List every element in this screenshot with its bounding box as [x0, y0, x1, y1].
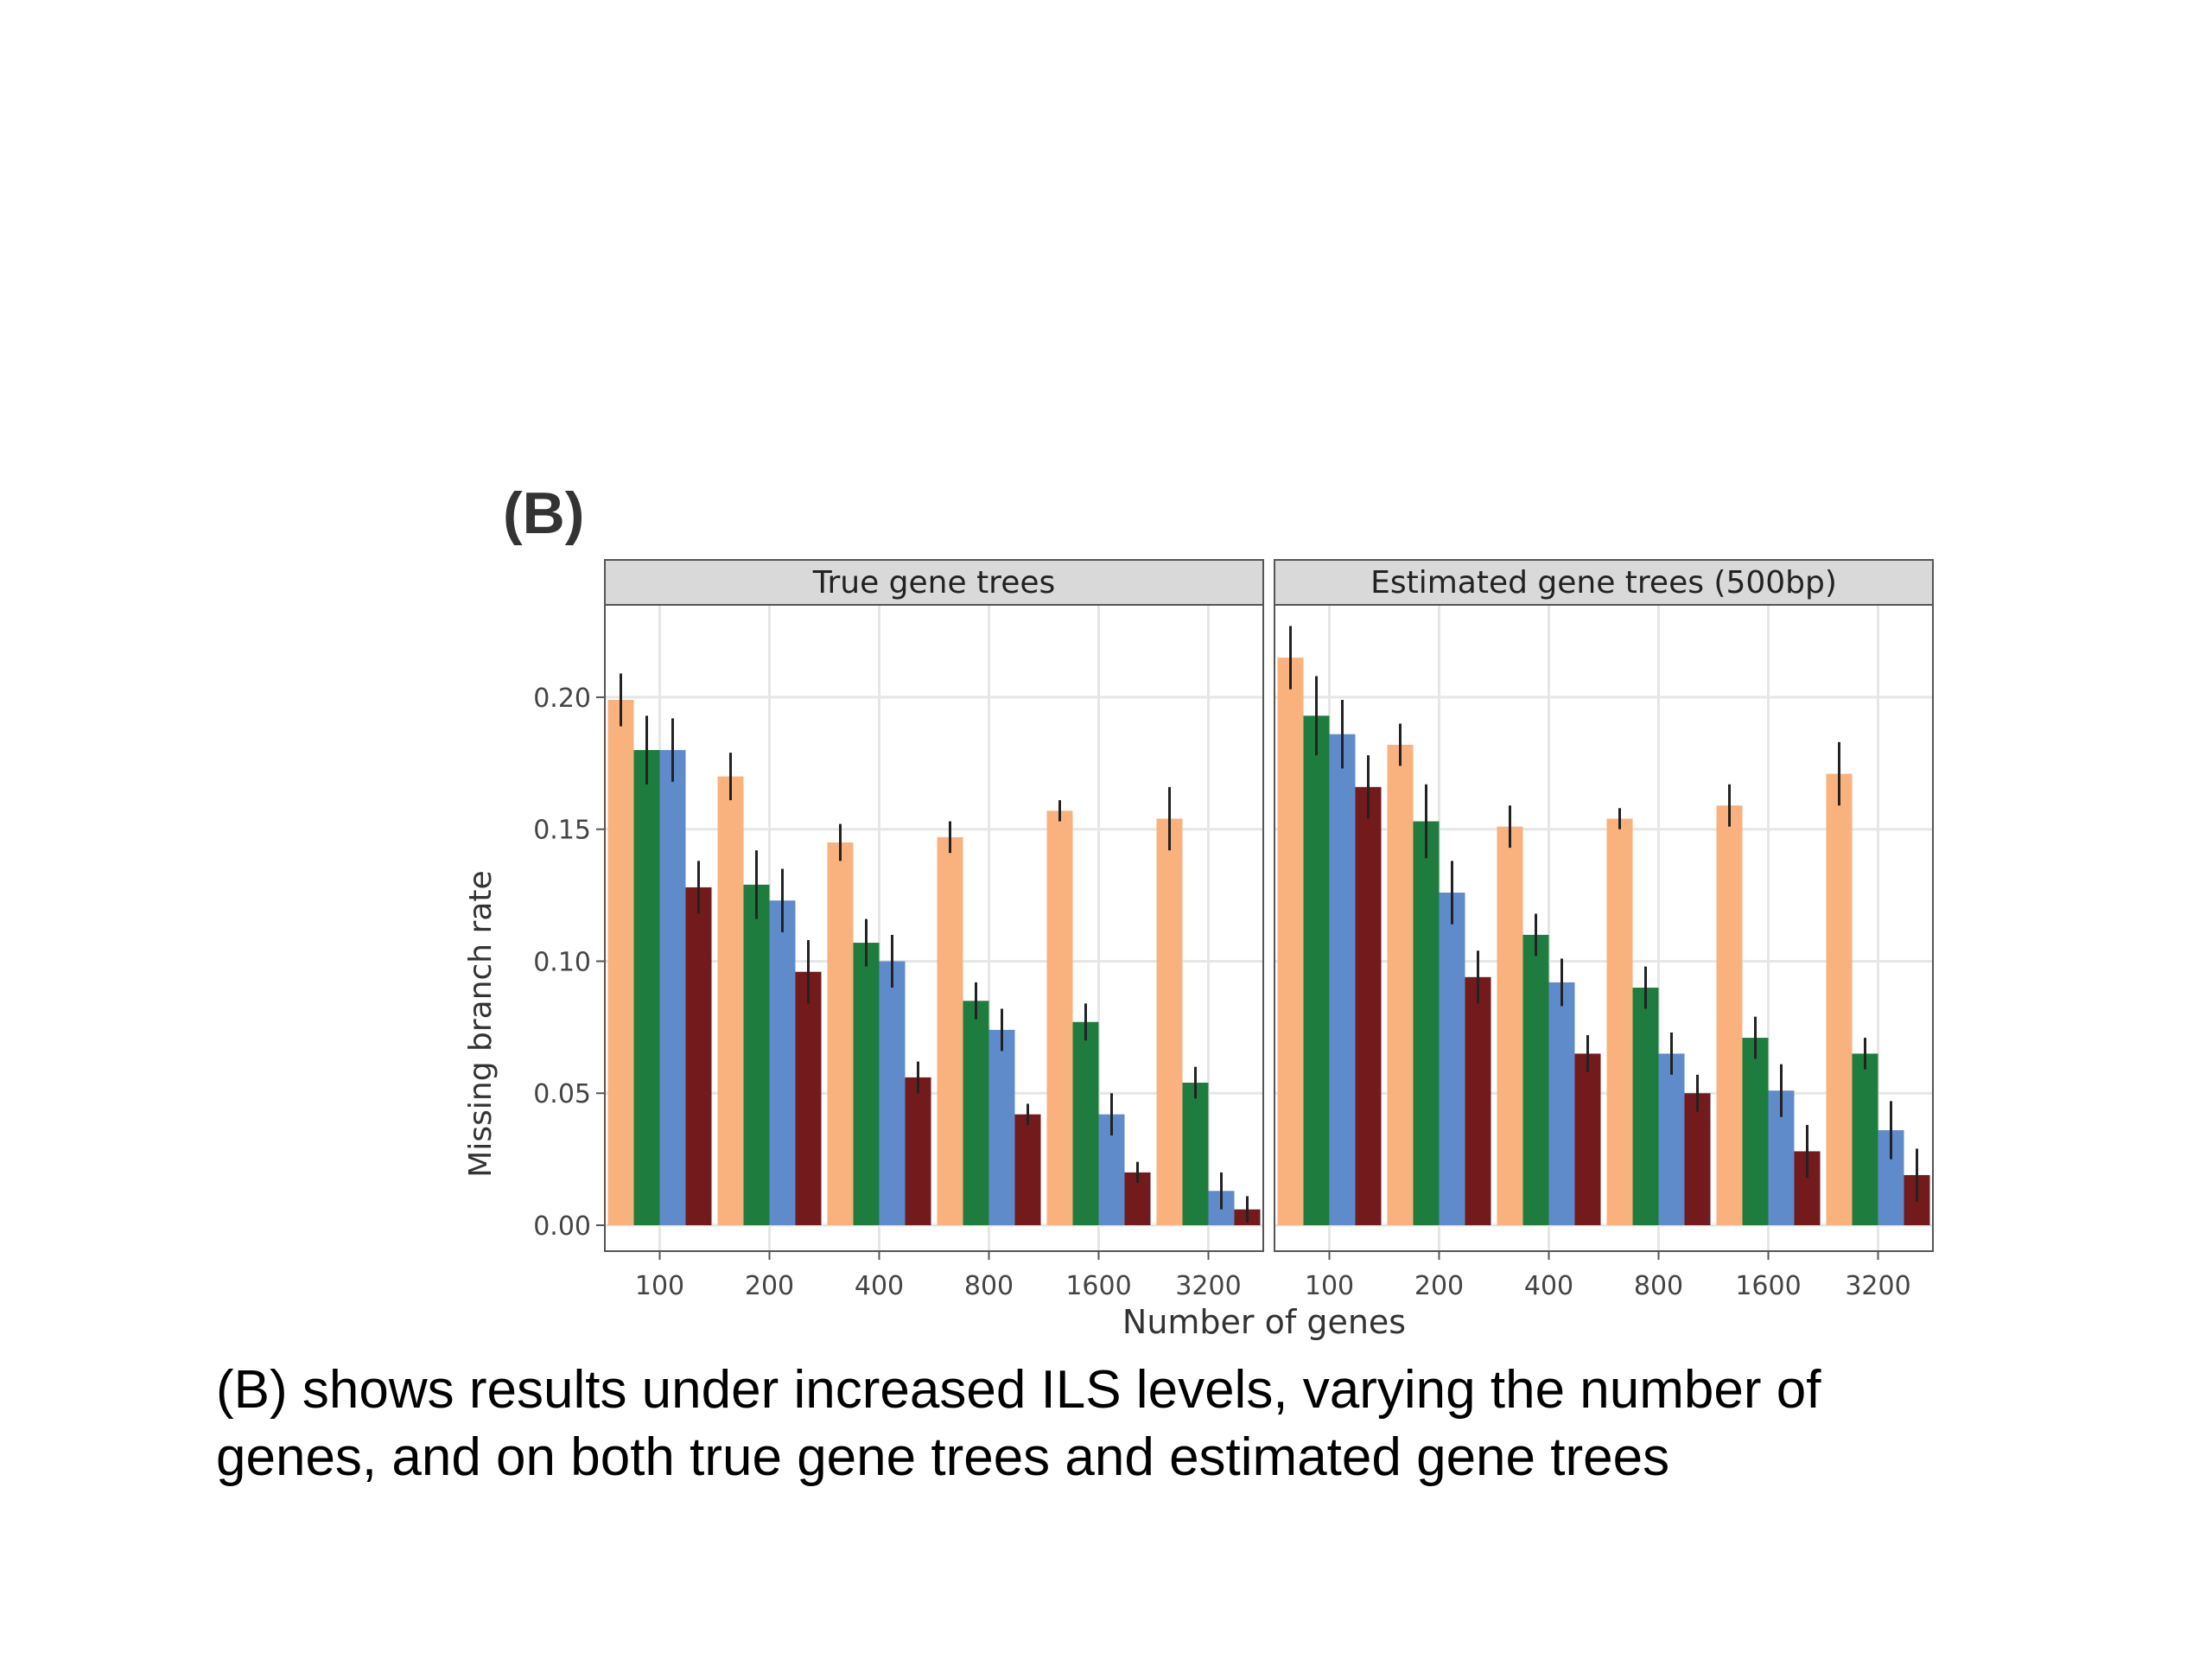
- bar: [1355, 786, 1382, 1225]
- bar: [1303, 715, 1330, 1225]
- bar: [743, 884, 770, 1225]
- bar: [1046, 810, 1073, 1225]
- bar: [879, 961, 906, 1225]
- bar: [1413, 821, 1440, 1225]
- bar: [963, 1001, 989, 1225]
- caption-line-2: genes, and on both true gene trees and e…: [216, 1427, 1670, 1487]
- y-tick-label: 0.05: [533, 1079, 591, 1109]
- y-tick-label: 0.20: [533, 683, 591, 714]
- bar: [853, 943, 880, 1225]
- x-tick-label: 1600: [1735, 1271, 1801, 1301]
- bar: [1852, 1053, 1878, 1225]
- panel-border: [604, 604, 1264, 1252]
- bar: [1182, 1083, 1209, 1225]
- bar: [827, 842, 854, 1225]
- bar: [607, 699, 634, 1225]
- bar: [937, 836, 963, 1225]
- facet-strip: [604, 559, 1264, 606]
- y-tick-label: 0.15: [533, 816, 591, 846]
- facet-title: Estimated gene trees (500bp): [1370, 565, 1837, 601]
- bar: [633, 750, 660, 1225]
- bar: [1387, 744, 1414, 1225]
- x-tick-label: 200: [1414, 1271, 1464, 1301]
- bar: [1632, 988, 1659, 1225]
- figure-caption: (B) shows results under increased ILS le…: [216, 1357, 2031, 1491]
- bar: [1072, 1021, 1099, 1225]
- bar: [795, 971, 822, 1225]
- facet-title: True gene trees: [812, 565, 1056, 601]
- bar: [905, 1077, 931, 1225]
- x-tick-label: 3200: [1175, 1271, 1241, 1301]
- bar: [1742, 1038, 1769, 1225]
- x-axis-title: Number of genes: [1122, 1303, 1406, 1341]
- bar: [1156, 818, 1183, 1225]
- plot-background: [1274, 605, 1933, 1251]
- bar: [1658, 1053, 1685, 1225]
- x-tick-label: 3200: [1845, 1271, 1910, 1301]
- facet-panel-1: True gene trees 100 200 400 800 1600 3200: [604, 559, 1264, 1301]
- bar: [769, 900, 796, 1225]
- x-tick-label: 100: [635, 1271, 684, 1301]
- bar: [1439, 893, 1465, 1225]
- bar: [1497, 826, 1523, 1225]
- bar: [1277, 658, 1304, 1225]
- panel-border: [1274, 604, 1934, 1252]
- bar: [1329, 734, 1356, 1225]
- bar: [1574, 1053, 1601, 1225]
- bar: [1826, 773, 1853, 1225]
- bar: [1606, 818, 1633, 1225]
- y-tick-label: 0.10: [533, 947, 591, 977]
- bar: [1684, 1093, 1711, 1225]
- x-tick-label: 800: [1634, 1271, 1683, 1301]
- plot-background: [605, 605, 1263, 1251]
- bar: [988, 1029, 1015, 1225]
- y-tick-label: 0.00: [533, 1211, 591, 1242]
- facet-panel-2: Estimated gene trees (500bp) 100 200 400 800…: [1274, 559, 1934, 1301]
- x-tick-label: 100: [1305, 1271, 1354, 1301]
- bar: [1014, 1114, 1041, 1225]
- x-tick-label: 400: [1524, 1271, 1573, 1301]
- bar: [1522, 934, 1549, 1225]
- x-tick-label: 800: [964, 1271, 1014, 1301]
- x-tick-label: 1600: [1065, 1271, 1131, 1301]
- y-axis-title: Missing branch rate: [463, 870, 499, 1177]
- bar: [659, 750, 686, 1225]
- bar: [717, 776, 744, 1225]
- x-tick-label: 200: [745, 1271, 794, 1301]
- bar: [685, 887, 712, 1225]
- facet-strip: [1274, 559, 1934, 606]
- caption-line-1: (B) shows results under increased ILS le…: [216, 1360, 1821, 1420]
- bar: [1716, 805, 1743, 1225]
- bar: [1548, 982, 1575, 1225]
- panel-label: (B): [503, 480, 585, 546]
- x-tick-label: 400: [855, 1271, 904, 1301]
- bar: [1465, 976, 1491, 1225]
